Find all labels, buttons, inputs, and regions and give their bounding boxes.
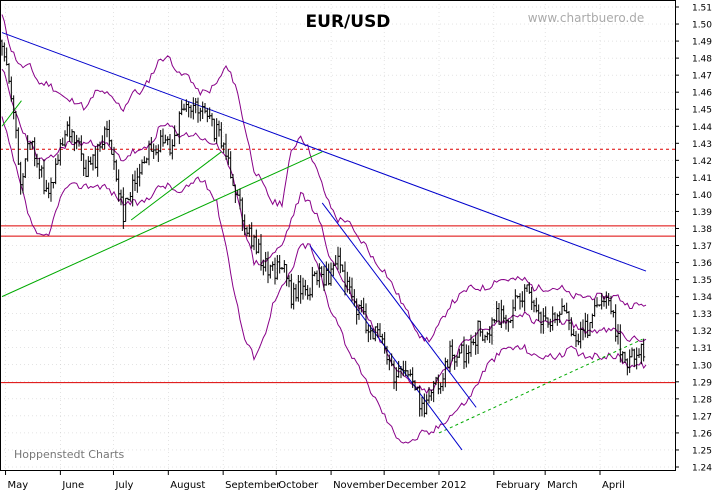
grid — [0, 0, 675, 470]
x-tick-label: November — [333, 480, 386, 491]
y-tick-label: 1.34 — [692, 293, 712, 303]
y-tick-label: 1.29 — [692, 378, 712, 388]
x-tick-label: July — [114, 480, 133, 491]
y-tick-label: 1.47 — [692, 72, 712, 82]
trendline-blue — [1, 32, 647, 272]
y-tick-label: 1.32 — [692, 327, 712, 337]
y-tick-label: 1.36 — [692, 259, 712, 269]
x-tick-label: 2012 — [441, 480, 466, 491]
x-tick-label: June — [61, 480, 84, 491]
y-tick-label: 1.33 — [692, 310, 712, 320]
trendline-green — [438, 338, 643, 434]
y-tick-label: 1.31 — [692, 344, 712, 354]
y-tick-label: 1.24 — [692, 464, 712, 474]
y-tick-label: 1.46 — [692, 89, 712, 99]
trendline-blue — [321, 202, 477, 408]
x-tick-label: December — [386, 480, 439, 491]
y-tick-label: 1.43 — [692, 140, 712, 150]
trendline-green — [130, 151, 222, 221]
plot-frame — [0, 0, 676, 471]
y-tick-label: 1.50 — [692, 21, 712, 31]
y-tick-label: 1.28 — [692, 395, 712, 405]
y-tick-label: 1.25 — [692, 446, 712, 456]
y-tick-label: 1.41 — [692, 174, 712, 184]
y-tick-label: 1.38 — [692, 225, 712, 235]
x-tick-label: October — [278, 480, 319, 491]
y-tick-label: 1.30 — [692, 361, 712, 371]
watermark-text: www.chartbuero.de — [528, 11, 645, 25]
x-tick-label: April — [602, 480, 625, 491]
y-tick-label: 1.48 — [692, 55, 712, 65]
x-tick-label: February — [496, 480, 540, 491]
x-tick-label: March — [547, 480, 577, 491]
y-tick-label: 1.42 — [692, 157, 712, 167]
y-tick-label: 1.26 — [692, 429, 712, 439]
x-tick-label: August — [170, 480, 205, 491]
horizontal-lines — [0, 148, 675, 384]
y-tick-label: 1.44 — [692, 123, 712, 133]
y-tick-label: 1.40 — [692, 191, 712, 201]
y-tick-label: 1.37 — [692, 242, 712, 252]
trendlines — [1, 32, 647, 451]
price-bars — [0, 39, 646, 418]
middle-band — [1, 68, 647, 395]
y-tick-label: 1.27 — [692, 412, 712, 422]
y-axis: 1.24 1.25 1.26 1.27 1.28 1.29 1.30 1.31 1.32 1.33… — [675, 4, 712, 474]
trendline-green — [1, 151, 323, 298]
credit-text: Hoppenstedt Charts — [14, 448, 125, 461]
chart-title: EUR/USD — [306, 12, 391, 32]
trendline-green — [1, 100, 22, 127]
upper-band — [1, 14, 647, 343]
x-tick-label: May — [8, 480, 29, 491]
y-tick-label: 1.45 — [692, 106, 712, 116]
y-tick-label: 1.35 — [692, 276, 712, 286]
trendline-blue — [309, 245, 463, 451]
y-tick-label: 1.39 — [692, 208, 712, 218]
y-tick-label: 1.51 — [692, 4, 712, 14]
x-tick-label: September — [225, 480, 281, 491]
bollinger-bands — [1, 14, 647, 444]
y-tick-label: 1.49 — [692, 38, 712, 48]
